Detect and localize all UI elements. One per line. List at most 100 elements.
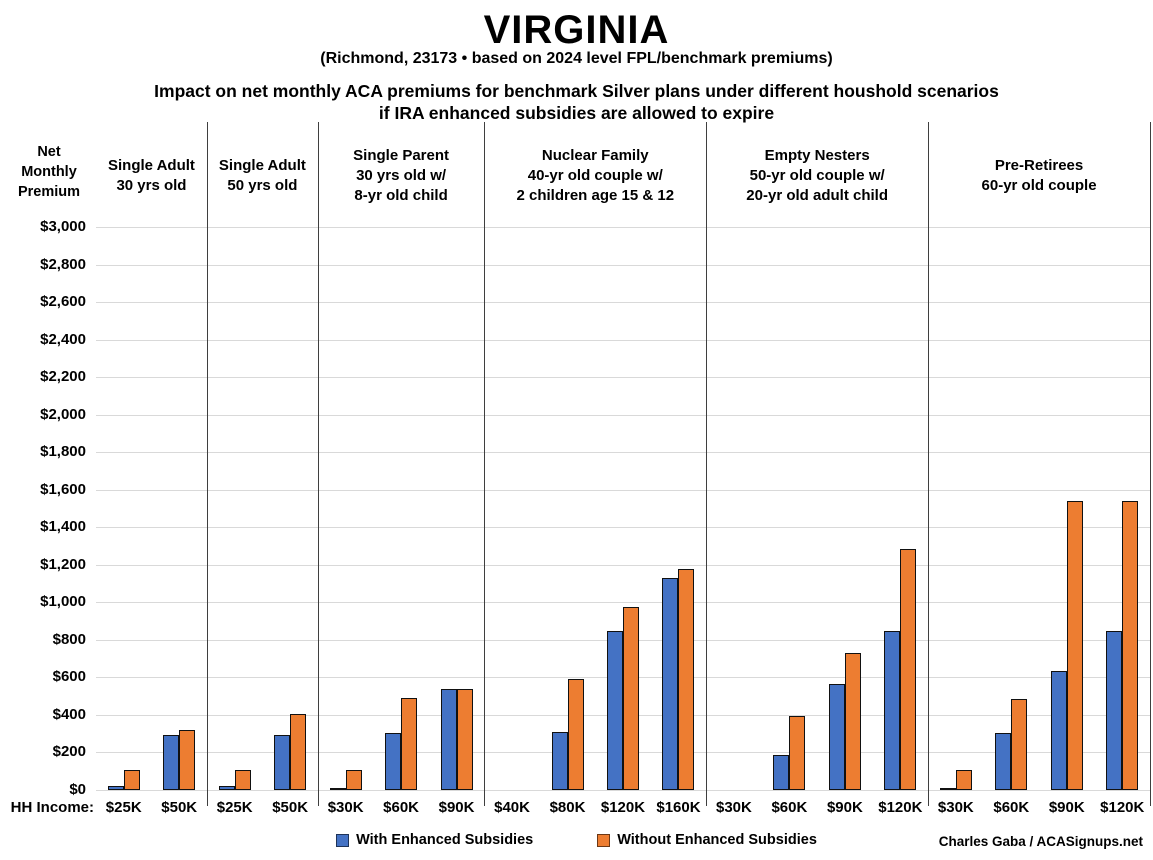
income-tick-label: $60K <box>993 799 1030 816</box>
chart-heading: Impact on net monthly ACA premiums for b… <box>0 80 1153 124</box>
scenario-group-header: Single Adult 30 yrs old <box>96 128 207 224</box>
bar-without-subsidies <box>401 698 418 790</box>
gridline <box>96 452 1150 454</box>
y-axis-tick-label: $2,000 <box>40 405 86 423</box>
income-tick-label: $25K <box>216 799 253 816</box>
bar-with-subsidies <box>163 734 180 790</box>
income-tick-label: $90K <box>1048 799 1085 816</box>
y-axis-tick-label: $3,000 <box>40 218 86 235</box>
y-axis-tick-label: $400 <box>52 705 86 723</box>
page-title: VIRGINIA <box>483 8 670 52</box>
y-axis-title-line: Monthly <box>21 164 77 180</box>
bar-without-subsidies <box>900 548 917 790</box>
legend-item-without-subsidies: Without Enhanced Subsidies <box>597 832 817 848</box>
scenario-group-header-line: Nuclear Family <box>541 147 649 164</box>
y-axis-tick-label: $1,600 <box>40 480 86 498</box>
gridline <box>96 602 1150 604</box>
group-separator-line <box>206 122 208 806</box>
y-axis-tick-label: $1,800 <box>40 443 86 461</box>
income-tick-label: $90K <box>826 799 863 816</box>
y-axis-tick-label: $1,400 <box>40 518 86 536</box>
gridline <box>96 302 1150 304</box>
gridline <box>96 227 1150 228</box>
bar-with-subsidies <box>773 755 790 790</box>
bar-without-subsidies <box>789 715 806 790</box>
y-axis-tick-label: $1,000 <box>40 593 86 611</box>
credit-text: Charles Gaba / ACASignups.net <box>938 834 1143 849</box>
scenario-group-header-line: 8-yr old child <box>354 187 448 204</box>
income-tick-label: $90K <box>438 799 475 816</box>
bar-with-subsidies <box>551 731 568 790</box>
bar-without-subsidies <box>345 770 362 790</box>
scenario-group-header-line: 30 yrs old w/ <box>356 167 447 184</box>
gridline <box>96 339 1150 341</box>
scenario-group-header-line: 2 children age 15 & 12 <box>516 187 675 204</box>
income-tick-label: $25K <box>105 799 142 816</box>
y-axis-title: Net Monthly Premium <box>4 142 94 202</box>
income-tick-label: $40K <box>494 799 530 816</box>
income-tick-label: $160K <box>656 799 701 816</box>
scenario-group-header-line: Single Adult <box>107 157 195 174</box>
income-tick-label: $60K <box>771 799 808 816</box>
gridline <box>96 377 1150 379</box>
bar-with-subsidies <box>828 683 845 790</box>
y-axis-title-line: Net <box>37 144 61 160</box>
bar-with-subsidies <box>274 734 291 790</box>
scenario-group-header: Empty Nesters 50-yr old couple w/20-yr ol… <box>706 128 928 224</box>
bar-with-subsidies <box>1050 670 1067 790</box>
income-tick-label: $120K <box>1100 799 1145 816</box>
bar-without-subsidies <box>1122 500 1139 790</box>
y-axis-tick-label: $600 <box>52 668 86 686</box>
bar-with-subsidies <box>1106 631 1123 790</box>
group-separator-line <box>928 122 930 806</box>
income-tick-label: $30K <box>327 799 364 816</box>
y-axis-tick-label: $2,200 <box>40 368 86 386</box>
bar-with-subsidies <box>884 631 901 790</box>
scenario-group-header-line: 60-yr old couple <box>981 177 1097 194</box>
page-subtitle: (Richmond, 23173 • based on 2024 level F… <box>320 50 833 67</box>
y-axis-tick-label: $2,400 <box>40 330 86 348</box>
income-tick-label: $80K <box>549 799 586 816</box>
y-axis-tick-label: $0 <box>69 781 86 798</box>
gridline <box>96 264 1150 266</box>
scenario-group-header-line: 20-yr old adult child <box>746 187 888 204</box>
scenario-group-header-line: 50 yrs old <box>227 177 298 194</box>
chart-heading-line1: Impact on net monthly ACA premiums for b… <box>154 81 999 101</box>
chart-heading-line2: if IRA enhanced subsidies are allowed to… <box>378 103 775 123</box>
scenario-group-header: Pre-Retirees 60-yr old couple <box>928 128 1150 224</box>
bar-without-subsidies <box>678 568 695 790</box>
scenario-group-header-line: Pre-Retirees <box>994 157 1084 174</box>
scenario-group-header: Nuclear Family 40-yr old couple w/2 child… <box>484 128 706 224</box>
gridline <box>96 564 1150 566</box>
group-separator-line <box>317 122 319 806</box>
y-axis-title-line: Premium <box>17 184 81 200</box>
bar-without-subsidies <box>123 770 140 790</box>
income-tick-label: $50K <box>272 799 309 816</box>
scenario-group-header: Single Parent 30 yrs old w/8-yr old child <box>318 128 484 224</box>
scenario-group-header-line: 40-yr old couple w/ <box>527 167 663 184</box>
bar-with-subsidies <box>218 786 235 790</box>
bar-without-subsidies <box>844 653 861 790</box>
chart-legend: With Enhanced Subsidies Without Enhanced… <box>0 832 1153 848</box>
legend-swatch-with-subsidies <box>336 833 350 847</box>
bar-with-subsidies <box>385 732 402 790</box>
gridline <box>96 527 1150 529</box>
scenario-group-header-line: 30 yrs old <box>116 177 187 194</box>
income-tick-label: $50K <box>161 799 198 816</box>
y-axis-tick-label: $200 <box>52 743 86 761</box>
legend-label-with-subsidies: With Enhanced Subsidies <box>356 832 534 848</box>
gridline <box>96 489 1150 491</box>
group-separator-line <box>484 122 486 806</box>
gridline <box>96 790 1150 791</box>
bar-with-subsidies <box>662 577 679 790</box>
legend-label-without-subsidies: Without Enhanced Subsidies <box>617 832 817 848</box>
bar-with-subsidies <box>107 786 124 790</box>
bar-with-subsidies <box>607 631 623 790</box>
scenario-group-header-line: 50-yr old couple w/ <box>749 167 885 184</box>
scenario-group-header-line: Single Parent <box>353 147 450 164</box>
bar-without-subsidies <box>567 679 584 790</box>
hh-income-label: HH Income: <box>10 799 94 816</box>
y-axis-tick-label: $1,200 <box>40 555 86 573</box>
